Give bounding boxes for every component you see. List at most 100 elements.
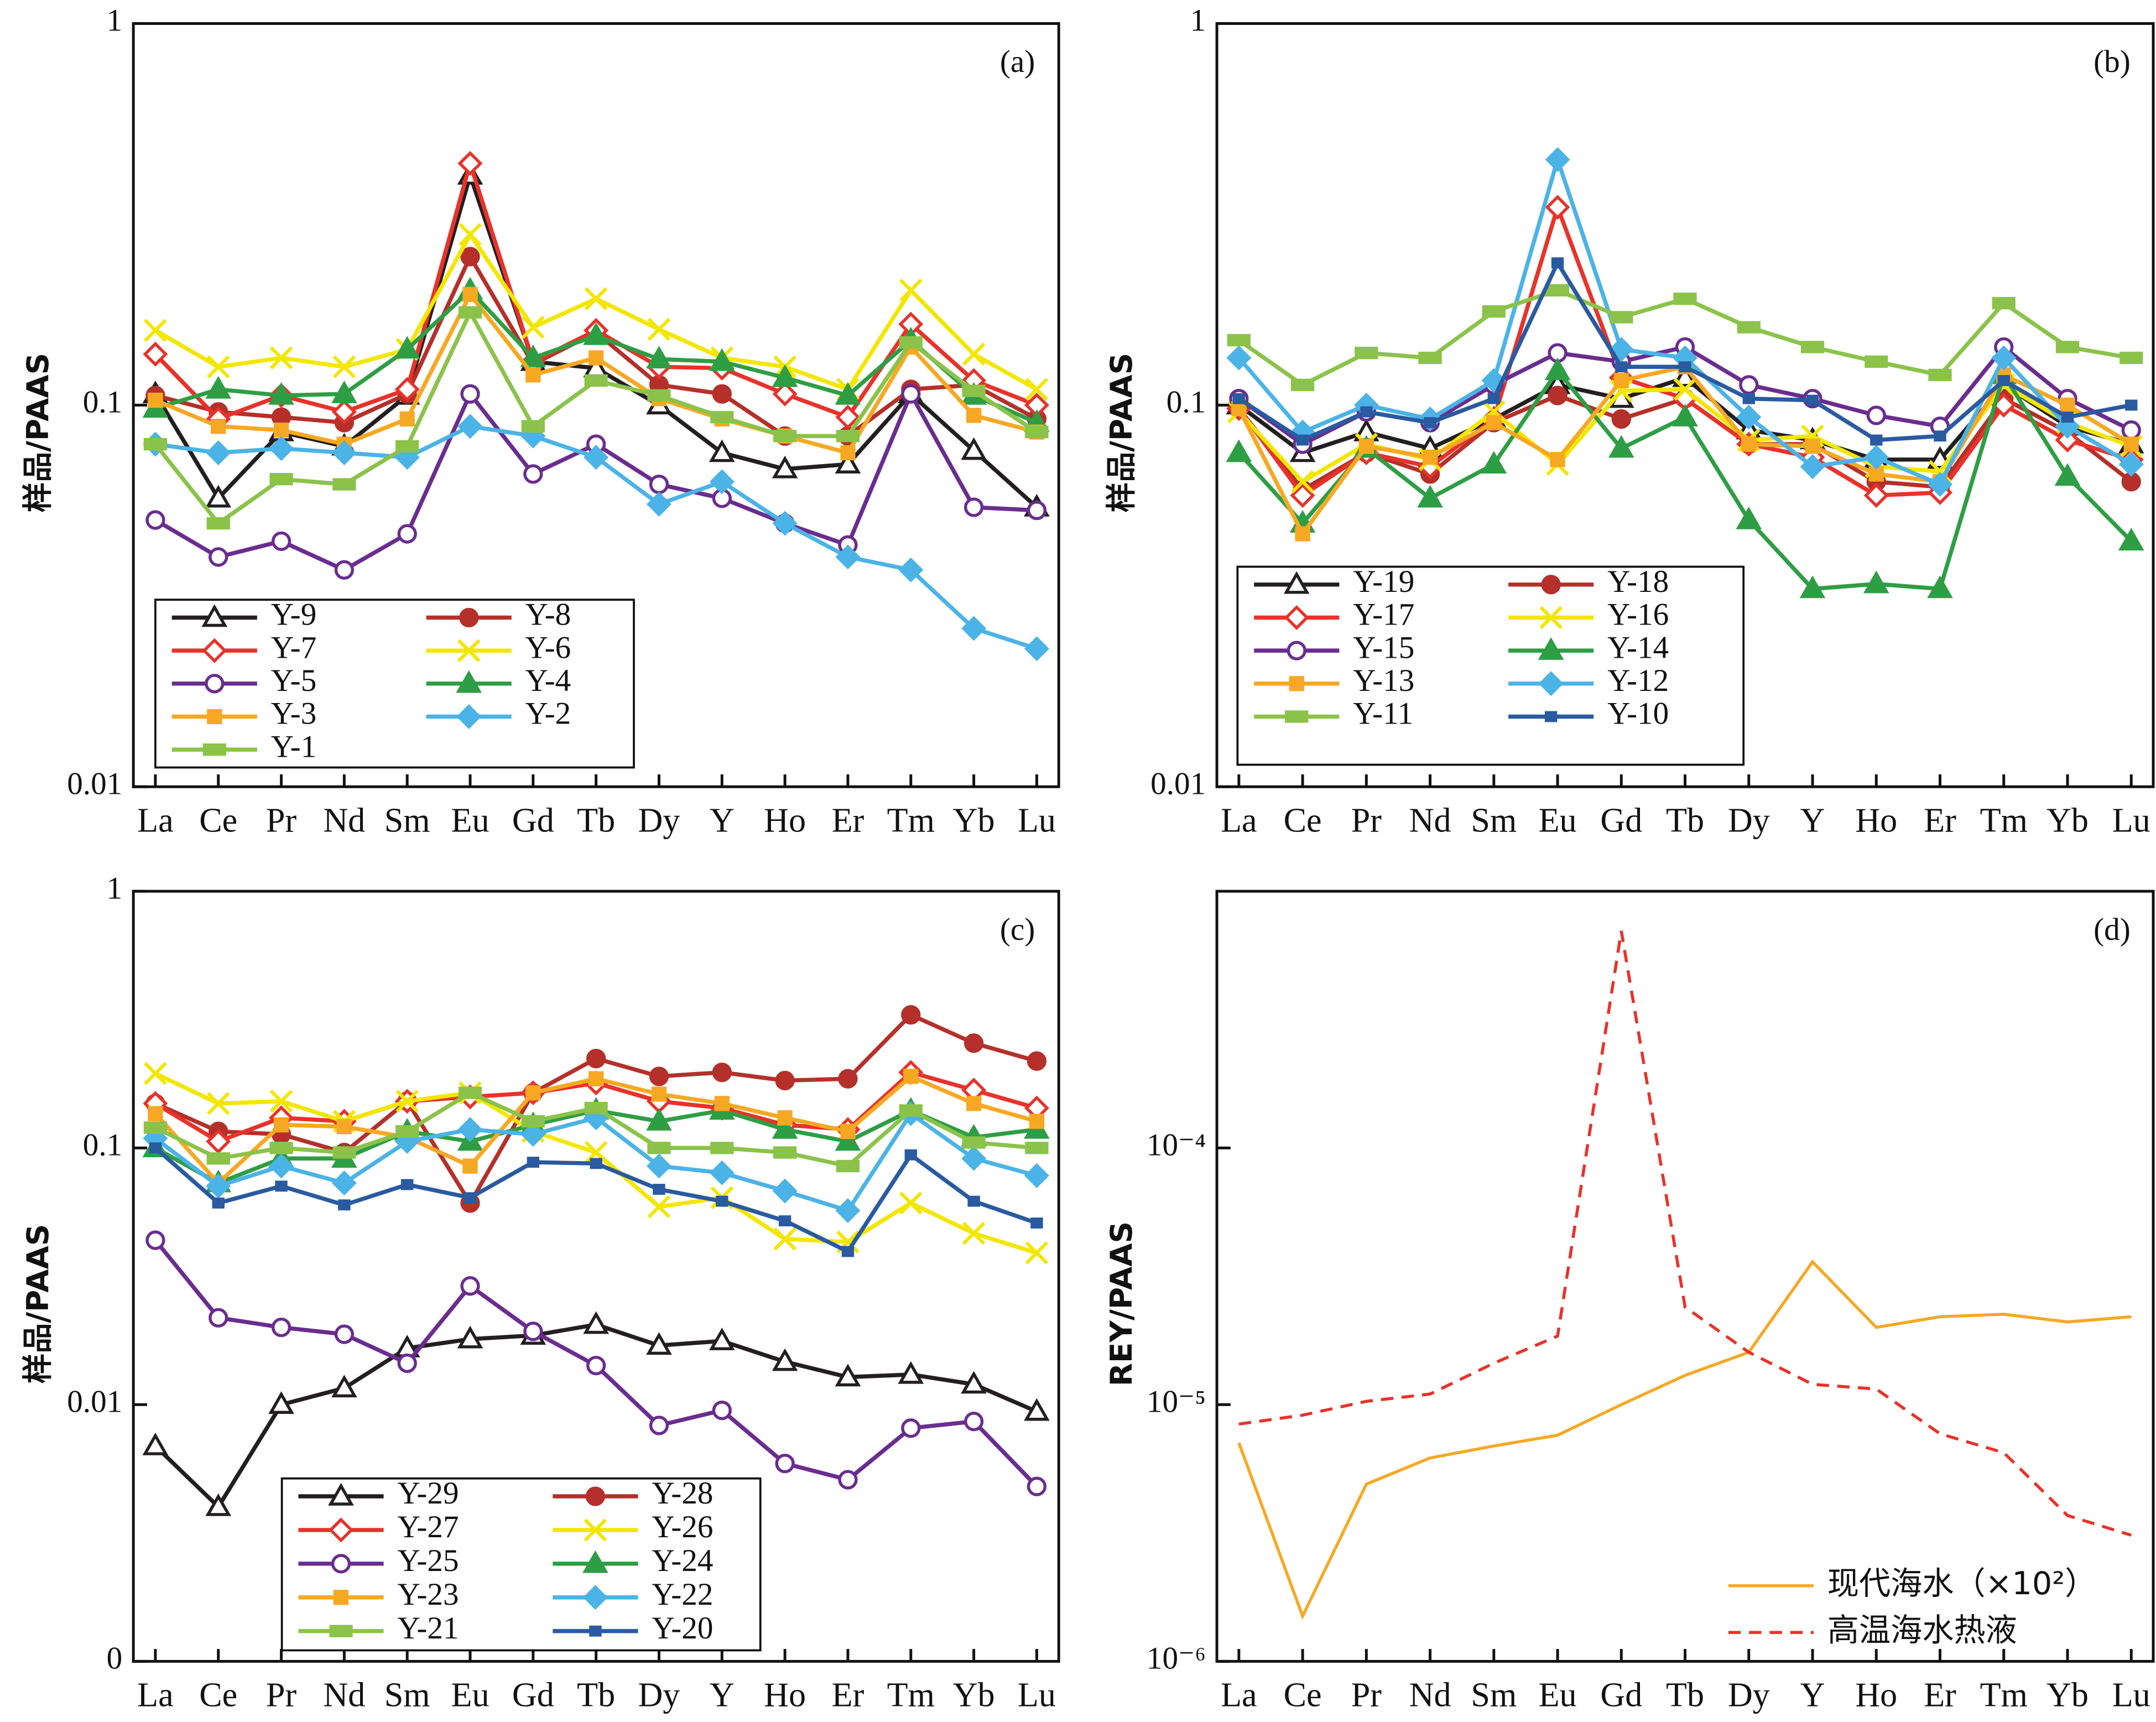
marker <box>1544 357 1571 381</box>
marker <box>1736 506 1762 529</box>
legend-label: Y-16 <box>1607 597 1669 632</box>
legend-label: Y-14 <box>1607 630 1669 665</box>
x-tick-label: Tb <box>577 802 615 840</box>
marker <box>143 438 168 451</box>
x-tick-label: Er <box>832 802 865 840</box>
panel-annotation: (b) <box>2093 44 2131 79</box>
x-tick-label: La <box>1221 802 1257 840</box>
marker <box>1424 417 1436 428</box>
marker <box>1799 575 1826 599</box>
legend-label: Y-18 <box>1607 564 1669 599</box>
marker <box>962 1136 986 1149</box>
marker <box>331 1170 357 1196</box>
marker <box>1863 570 1889 594</box>
series-line <box>1237 1259 2132 1620</box>
x-tick-label: Dy <box>638 802 680 840</box>
x-tick-label: Ce <box>199 802 237 840</box>
marker <box>273 1117 289 1133</box>
marker <box>459 223 482 246</box>
marker <box>710 410 734 424</box>
marker <box>2118 528 2144 551</box>
marker <box>271 1317 291 1338</box>
panel: 10⁻⁶ 10⁻⁵ 10⁻⁴ La Ce Pr Nd Sm Eu Gd Tb Dy Y Ho Er Tm Yb L… <box>1103 889 2155 1714</box>
marker <box>777 1110 793 1126</box>
marker <box>395 1090 419 1113</box>
y-axis-label: 样品/PAAS <box>20 1224 55 1383</box>
marker <box>2061 412 2074 423</box>
marker <box>399 411 415 427</box>
legend-label: Y-24 <box>652 1543 713 1578</box>
marker <box>2055 428 2080 453</box>
marker <box>520 344 546 367</box>
marker <box>651 1086 667 1102</box>
marker <box>588 350 604 366</box>
legend-label: Y-29 <box>397 1476 459 1511</box>
marker <box>1418 351 1442 365</box>
marker <box>1550 452 1565 467</box>
marker <box>716 1195 728 1207</box>
y-tick-label: 10⁻⁴ <box>1147 1127 1206 1162</box>
marker <box>967 1195 980 1207</box>
legend-marker <box>1283 571 1310 594</box>
marker <box>835 382 861 405</box>
marker <box>898 1361 924 1384</box>
legend-label: Y-10 <box>1607 696 1669 731</box>
marker <box>464 1192 477 1204</box>
panel-annotation: (c) <box>1000 912 1035 947</box>
marker <box>1290 483 1315 508</box>
marker <box>647 1142 671 1154</box>
marker <box>457 1117 483 1142</box>
marker <box>1486 415 1502 430</box>
y-tick-label: 0.01 <box>67 766 122 801</box>
marker <box>586 1048 606 1069</box>
marker <box>773 430 797 443</box>
marker <box>525 367 541 383</box>
legend-marker <box>585 1486 606 1506</box>
marker <box>841 1246 855 1257</box>
marker <box>457 1325 483 1349</box>
plot-frame <box>1215 889 2155 1663</box>
marker <box>709 348 735 371</box>
x-tick-label: Ho <box>764 802 806 840</box>
marker <box>1928 368 1952 381</box>
legend-marker <box>202 743 226 756</box>
marker <box>1992 296 2016 310</box>
legend: Y-19 Y-18 Y-17 Y-16 Y-15 Y-14 Y-13 Y-12 Y-11 Y-10 <box>1236 564 1745 766</box>
marker <box>773 1227 796 1251</box>
marker <box>838 1470 858 1490</box>
legend: Y-9 Y-8 Y-7 Y-6 Y-5 Y-4 Y-3 Y-2 Y-1 <box>154 597 635 769</box>
marker <box>2055 341 2080 353</box>
marker <box>709 1328 735 1350</box>
marker <box>840 445 856 461</box>
marker <box>653 1184 665 1195</box>
marker <box>1422 450 1438 465</box>
marker <box>584 287 608 310</box>
marker <box>1024 636 1049 662</box>
marker <box>1030 1217 1043 1229</box>
marker <box>145 1230 165 1250</box>
marker <box>523 464 543 484</box>
marker <box>584 445 609 470</box>
x-tick-label: Tb <box>1666 1677 1704 1714</box>
panel: 0 0.01 0.1 1 La Ce Pr Nd Sm Eu Gd Tb Dy Y Ho Er Tm Yb Lu (c… <box>20 871 1060 1714</box>
legend-label: Y-20 <box>652 1611 713 1646</box>
marker <box>149 1142 162 1154</box>
x-tick-label: La <box>1221 1677 1257 1714</box>
marker <box>1863 483 1889 508</box>
marker <box>1928 472 1953 497</box>
y-axis-label: REY/PAAS <box>1103 1221 1139 1386</box>
x-tick-label: Er <box>832 1677 865 1714</box>
marker <box>458 306 482 319</box>
legend-marker <box>589 1625 602 1637</box>
x-tick-label: Gd <box>1600 1677 1642 1714</box>
x-tick-label: La <box>137 802 174 840</box>
marker <box>836 430 860 443</box>
x-tick-label: Pr <box>1351 1677 1382 1714</box>
marker <box>523 1322 543 1341</box>
legend-label: Y-15 <box>1353 630 1414 665</box>
legend-marker <box>202 638 227 663</box>
legend-marker <box>584 1518 607 1542</box>
marker <box>1991 345 2017 371</box>
marker <box>145 510 165 530</box>
